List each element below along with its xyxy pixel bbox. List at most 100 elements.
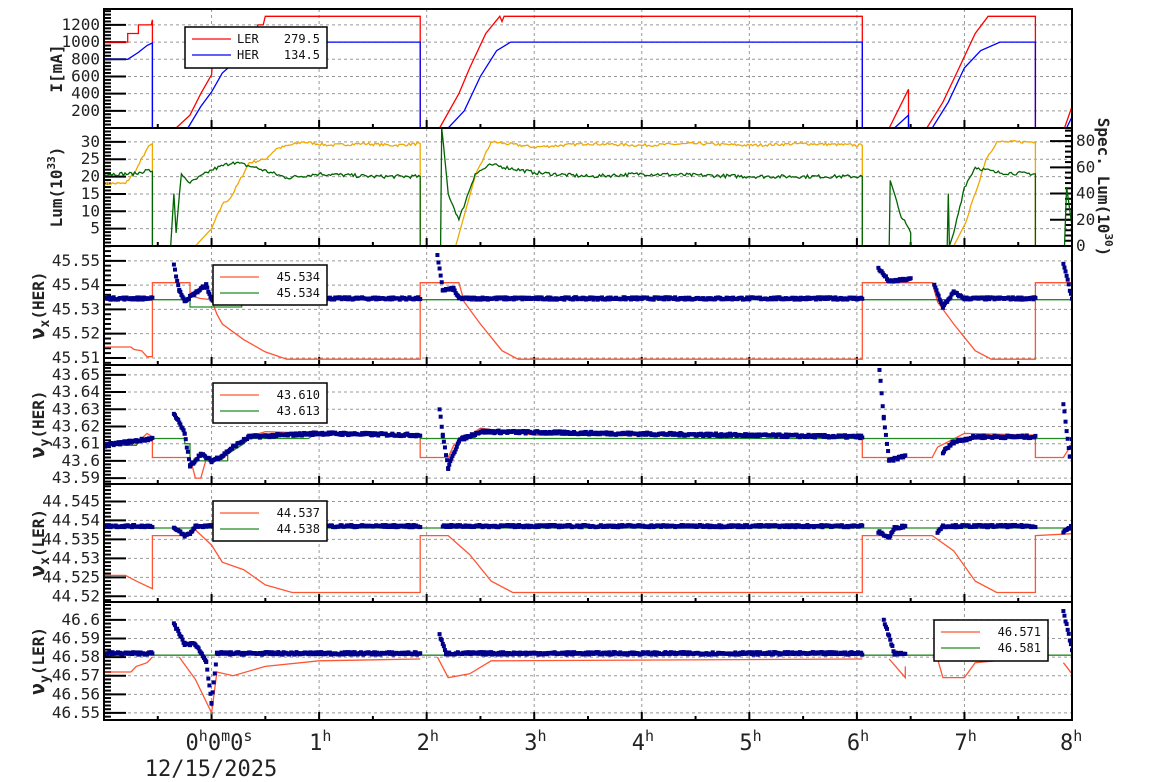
y-tick-label: 43.64 (52, 382, 100, 401)
y-tick-label: 10 (81, 201, 100, 220)
measured-point (150, 295, 155, 300)
measured-point (1067, 454, 1072, 459)
measured-point (174, 274, 179, 279)
measured-point (177, 632, 182, 637)
measured-point (1066, 631, 1071, 636)
measured-point (952, 525, 957, 530)
y-tick-label: 5 (90, 219, 100, 238)
measured-point (590, 295, 595, 300)
measured-point (908, 276, 913, 281)
measured-point (135, 650, 140, 655)
measured-point (418, 297, 423, 302)
measured-point (205, 667, 210, 672)
measured-point (783, 432, 788, 437)
measured-point (440, 434, 445, 439)
panel-frame (103, 601, 1073, 721)
legend-value: 46.571 (998, 625, 1041, 639)
measured-point (190, 529, 195, 534)
measured-point (651, 297, 656, 302)
y-tick-label: 44.53 (52, 548, 100, 567)
legend: LER 279.5 HER 134.5 (184, 26, 328, 69)
lum-line (104, 139, 1072, 246)
y-tick-label: 44.525 (42, 567, 100, 586)
measured-point (446, 466, 451, 471)
measured-point (1061, 402, 1066, 407)
measured-point (1033, 433, 1038, 438)
measured-point (438, 414, 443, 419)
measured-point (1065, 627, 1070, 632)
measured-point (1062, 265, 1067, 270)
measured-point (150, 651, 155, 656)
measured-point (176, 628, 181, 633)
legend-box (212, 264, 328, 306)
legend-value: 45.534 (277, 270, 320, 284)
y-tick-label: 400 (71, 84, 100, 103)
measured-point (881, 617, 886, 622)
measured-point (117, 440, 122, 445)
legend-box (933, 619, 1049, 662)
measured-point (860, 523, 865, 528)
measured-point (1068, 445, 1072, 450)
y-tick-label: 44.545 (42, 491, 100, 510)
measured-point (209, 700, 214, 705)
measured-point (1018, 297, 1023, 302)
y-tick-label: 43.6 (61, 451, 100, 470)
measured-point (234, 444, 239, 449)
measured-point (589, 429, 594, 434)
measured-point (293, 431, 298, 436)
measured-point (202, 655, 207, 660)
measured-point (175, 278, 180, 283)
y-tick-label: 20 (81, 167, 100, 186)
measured-point (1019, 295, 1024, 300)
y-tick-label: 1200 (61, 15, 100, 34)
measured-point (192, 292, 197, 297)
measured-point (885, 626, 890, 631)
measured-point (309, 430, 314, 435)
measured-point (639, 652, 644, 657)
measured-point (207, 683, 212, 688)
measured-point (653, 652, 658, 657)
measured-point (877, 367, 882, 372)
set-line (104, 656, 153, 673)
x-axis: 0h0m0s 1h 2h 3h 4h 5h 6h 7h 8h 12/15/2025 (145, 727, 1083, 782)
measured-point (107, 295, 112, 300)
measured-point (934, 288, 939, 293)
measured-point (176, 283, 181, 288)
panel-5: 44.5244.52544.5344.53544.5444.545νx(LER)… (25, 483, 1073, 605)
measured-point (240, 439, 245, 444)
measured-point (172, 623, 177, 628)
measured-point (435, 253, 440, 258)
measured-point (811, 433, 816, 438)
measured-point (754, 650, 759, 655)
measured-point (717, 523, 722, 528)
measured-point (444, 453, 449, 458)
plot-area (104, 128, 1072, 246)
y-tick-label: 43.63 (52, 399, 100, 418)
set-line (436, 656, 863, 679)
measured-point (890, 643, 895, 648)
measured-point (878, 378, 883, 383)
measured-point (482, 650, 487, 655)
measured-point (221, 453, 226, 458)
measured-point (223, 451, 228, 456)
measured-point (479, 650, 484, 655)
measured-point (1019, 523, 1024, 528)
measured-point (436, 260, 441, 265)
plot-area (104, 15, 1072, 128)
y-tick-label: 45.54 (52, 275, 100, 294)
measured-point (136, 297, 141, 302)
measured-point (1068, 291, 1072, 296)
measured-point (245, 437, 250, 442)
measured-point (439, 280, 444, 285)
x-tick-label: 7h (954, 727, 976, 756)
measured-point (447, 462, 452, 467)
legend: 46.571 46.581 (933, 619, 1049, 662)
y-tick-label: 25 (81, 149, 100, 168)
measured-point (1063, 619, 1068, 624)
measured-point (1065, 277, 1070, 282)
y-tick-label: 30 (81, 132, 100, 151)
measured-point (858, 436, 863, 441)
